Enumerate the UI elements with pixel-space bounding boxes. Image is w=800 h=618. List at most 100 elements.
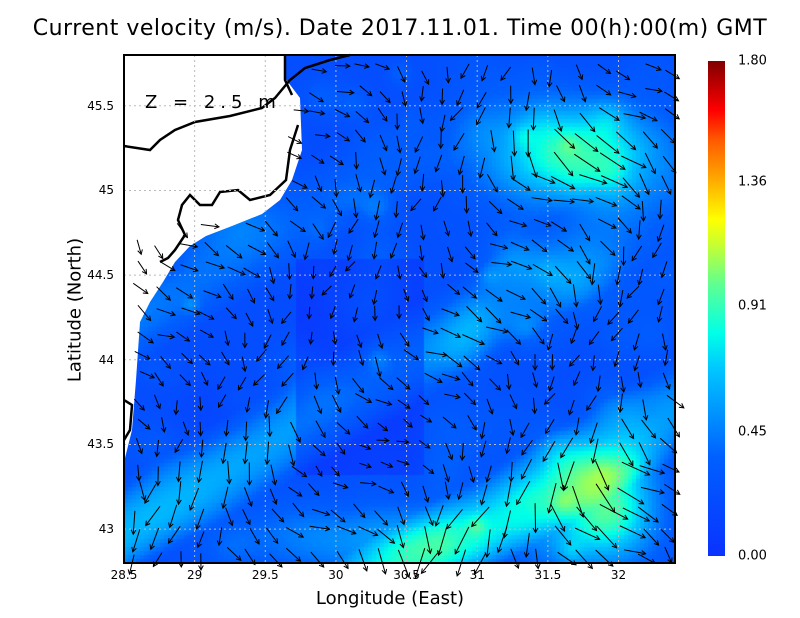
- velocity-arrowhead: [424, 315, 430, 322]
- velocity-arrow: [506, 329, 521, 345]
- velocity-arrow: [241, 356, 246, 372]
- velocity-arrow: [218, 394, 227, 408]
- velocity-arrow: [481, 65, 489, 81]
- velocity-arrowhead: [374, 273, 381, 280]
- velocity-arrow: [377, 333, 383, 349]
- velocity-arrowhead: [666, 189, 672, 196]
- velocity-arrowhead: [272, 538, 279, 544]
- velocity-arrow: [332, 199, 342, 216]
- velocity-arrowhead: [401, 101, 408, 108]
- y-tick-label: 45: [98, 183, 114, 198]
- velocity-arrowhead: [387, 384, 394, 391]
- velocity-arrow: [621, 195, 641, 210]
- velocity-arrowhead: [456, 100, 462, 107]
- velocity-arrowhead: [496, 547, 503, 554]
- velocity-arrow: [440, 327, 461, 338]
- velocity-arrowhead: [149, 373, 156, 379]
- velocity-arrowhead: [303, 108, 310, 114]
- velocity-arrowhead: [223, 430, 230, 437]
- velocity-arrow: [574, 133, 599, 152]
- velocity-arrow: [421, 70, 430, 85]
- velocity-arrow: [242, 509, 251, 525]
- velocity-arrowhead: [560, 526, 566, 532]
- velocity-arrowhead: [154, 451, 161, 458]
- y-tick-label: 43.5: [87, 437, 114, 452]
- velocity-arrowhead: [629, 433, 635, 440]
- velocity-arrowhead: [547, 197, 553, 203]
- velocity-arrowhead: [478, 172, 484, 179]
- velocity-arrow: [378, 485, 394, 494]
- velocity-arrowhead: [472, 267, 479, 273]
- velocity-arrowhead: [644, 516, 651, 522]
- velocity-arrowhead: [135, 475, 142, 482]
- velocity-arrowhead: [155, 480, 161, 487]
- velocity-arrowhead: [454, 311, 460, 317]
- velocity-arrow: [397, 222, 404, 238]
- velocity-arrow: [356, 334, 362, 348]
- velocity-arrowhead: [569, 143, 576, 150]
- velocity-arrowhead: [317, 471, 323, 478]
- velocity-arrowhead: [388, 488, 395, 494]
- velocity-arrowhead: [534, 563, 541, 570]
- velocity-arrowhead: [276, 408, 282, 415]
- velocity-arrow: [579, 223, 591, 241]
- velocity-arrowhead: [622, 182, 629, 189]
- velocity-arrowhead: [404, 296, 410, 302]
- velocity-arrowhead: [588, 339, 595, 346]
- velocity-arrowhead: [196, 477, 203, 484]
- velocity-arrow: [179, 374, 191, 386]
- velocity-arrow: [465, 196, 468, 213]
- velocity-arrowhead: [281, 381, 287, 387]
- velocity-arrowhead: [410, 205, 416, 212]
- velocity-arrow: [134, 350, 151, 360]
- velocity-arrow: [441, 373, 460, 380]
- velocity-arrow: [290, 421, 301, 443]
- velocity-arrow: [424, 526, 431, 554]
- velocity-arrow: [572, 311, 579, 330]
- velocity-arrowhead: [364, 63, 370, 69]
- velocity-arrowhead: [344, 265, 351, 272]
- velocity-arrowhead: [336, 210, 342, 217]
- velocity-arrow: [476, 92, 487, 108]
- velocity-arrowhead: [420, 234, 426, 241]
- velocity-arrowhead: [652, 252, 658, 259]
- velocity-arrow: [353, 198, 357, 218]
- velocity-arrowhead: [158, 253, 164, 260]
- velocity-arrowhead: [542, 456, 548, 463]
- velocity-arrowhead: [306, 313, 313, 320]
- velocity-arrow: [374, 510, 388, 526]
- velocity-arrow: [658, 306, 663, 322]
- velocity-arrow: [281, 372, 294, 387]
- velocity-arrowhead: [372, 232, 379, 239]
- velocity-arrow: [292, 180, 308, 189]
- velocity-arrowhead: [329, 271, 335, 278]
- velocity-arrowhead: [217, 384, 223, 391]
- velocity-arrow: [355, 151, 358, 169]
- velocity-arrow: [309, 110, 325, 115]
- velocity-arrow: [509, 220, 527, 227]
- velocity-arrow: [667, 417, 680, 438]
- velocity-arrow: [422, 485, 429, 503]
- velocity-arrowhead: [247, 501, 253, 508]
- depth-label: Z = 2.5 m: [145, 92, 281, 113]
- velocity-arrowhead: [586, 405, 592, 412]
- velocity-arrowhead: [395, 170, 401, 177]
- velocity-arrow: [596, 84, 612, 96]
- velocity-arrowhead: [662, 360, 669, 367]
- velocity-arrowhead: [601, 179, 608, 185]
- velocity-arrow: [633, 333, 640, 351]
- velocity-arrow: [533, 218, 551, 227]
- velocity-arrowhead: [243, 435, 249, 442]
- velocity-arrow: [433, 196, 442, 212]
- velocity-arrowhead: [531, 79, 538, 86]
- velocity-arrow: [555, 308, 569, 324]
- velocity-arrow: [485, 288, 503, 302]
- velocity-arrowhead: [594, 535, 601, 541]
- velocity-arrowhead: [619, 164, 626, 170]
- velocity-arrowhead: [139, 405, 145, 411]
- velocity-arrow: [510, 155, 515, 180]
- velocity-arrow: [169, 504, 178, 528]
- velocity-arrowhead: [252, 380, 259, 386]
- velocity-arrow: [486, 174, 498, 193]
- velocity-arrowhead: [640, 550, 647, 556]
